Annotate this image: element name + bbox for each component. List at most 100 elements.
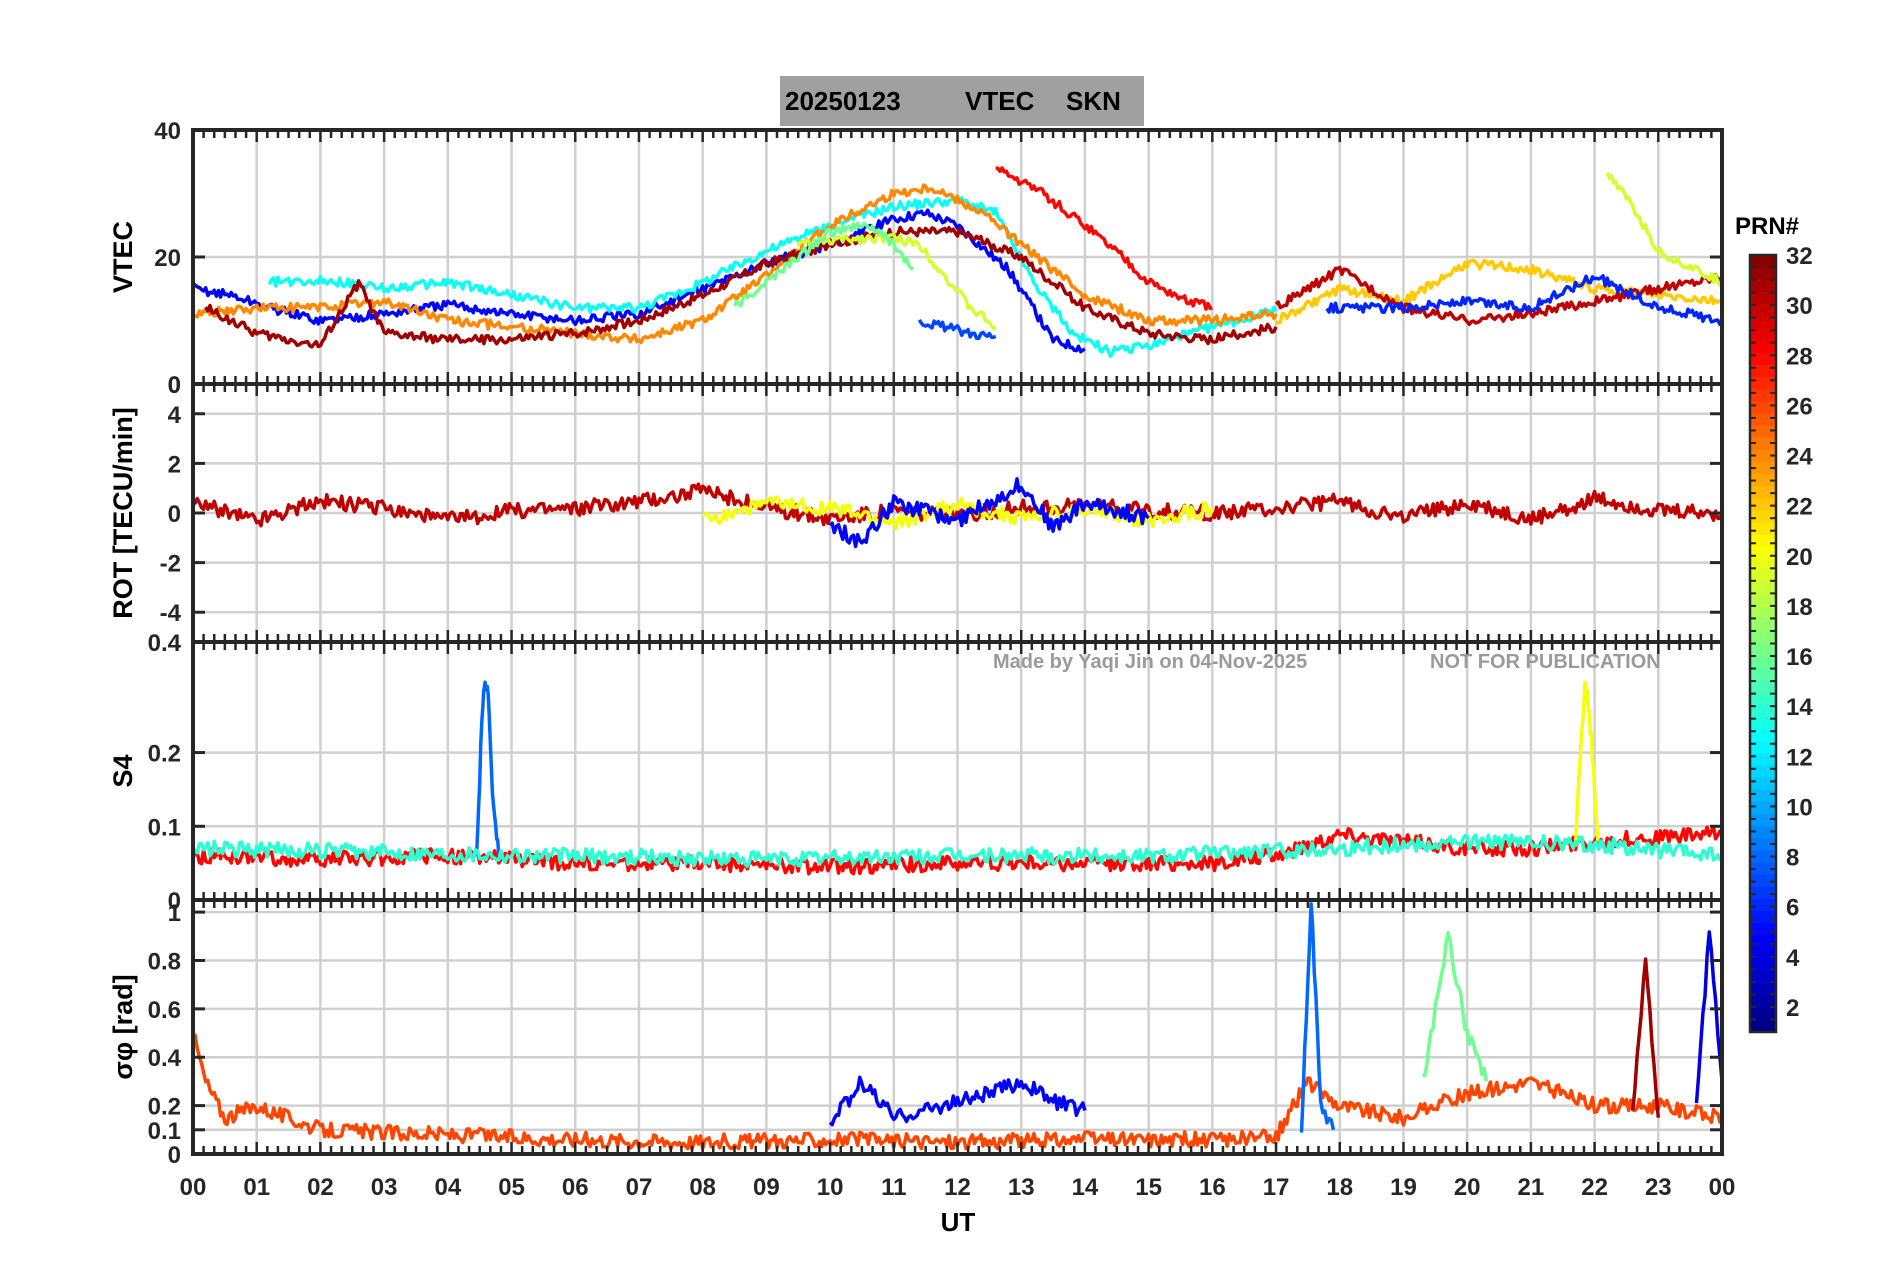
x-tick-label: 03 (371, 1174, 398, 1201)
colorbar-segment (1750, 522, 1776, 535)
colorbar-segment (1750, 764, 1776, 778)
colorbar-segment (1750, 934, 1776, 948)
x-tick-label: 12 (944, 1174, 971, 1201)
colorbar-segment (1750, 279, 1776, 293)
series-line-prn-5 (828, 477, 1150, 549)
colorbar-segment (1750, 473, 1776, 487)
y-tick-label: 0.4 (148, 630, 182, 657)
panel-vtec: 0 20 40 VTEC (108, 118, 1724, 399)
y-tick-label: 0.2 (148, 1094, 181, 1121)
panel-rot: 0.4 -4 -2 0 2 4 0 ROT [TECU/min] (108, 372, 1724, 657)
colorbar-segment (1750, 898, 1776, 912)
colorbar-segment (1750, 352, 1776, 365)
colorbar-tick-label: 6 (1786, 895, 1799, 922)
y-tick-label: 20 (154, 245, 181, 272)
x-tick-label: 06 (562, 1174, 589, 1201)
x-tick-label: 10 (817, 1174, 844, 1201)
x-tick-label: 13 (1008, 1174, 1035, 1201)
series-line-prn-14 (193, 833, 1722, 868)
colorbar-segment (1750, 376, 1776, 390)
colorbar-segment (1750, 558, 1776, 572)
x-tick-labels: 00 01 02 03 04 05 06 07 08 09 10 11 12 13 14 15 16 17 18 19… (180, 1174, 1736, 1201)
series-line-prn-28 (995, 166, 1213, 311)
colorbar-tick-label: 4 (1786, 945, 1800, 972)
colorbar-segment (1750, 631, 1776, 645)
colorbar-tick-label: 18 (1786, 594, 1813, 621)
series-line-prn-8 (474, 680, 501, 857)
x-tick-label: 16 (1199, 1174, 1226, 1201)
colorbar-segment (1750, 643, 1776, 657)
y-tick-label: 0.4 (148, 1045, 182, 1072)
colorbar-segment (1750, 388, 1776, 402)
colorbar-segment (1750, 862, 1776, 875)
colorbar-segment (1750, 910, 1776, 924)
y-tick-label: 0.2 (148, 741, 181, 768)
series-line-prn-31 (204, 225, 1278, 349)
y-tick-label: 0.6 (148, 997, 181, 1024)
colorbar-segment (1750, 267, 1776, 280)
series-group-s4 (193, 680, 1722, 876)
colorbar-segment (1750, 777, 1776, 790)
series-line-prn-19 (796, 232, 997, 331)
series-group-vtec (193, 166, 1722, 358)
y-tick-label: -2 (160, 551, 181, 578)
colorbar-tick-label: 28 (1786, 343, 1813, 370)
colorbar-segment (1750, 740, 1776, 754)
y-tick-label: -4 (160, 600, 182, 627)
x-tick-label: 18 (1326, 1174, 1353, 1201)
colorbar-segment (1750, 424, 1776, 438)
title-box: 20250123 VTEC SKN (780, 76, 1144, 126)
colorbar-segment (1750, 886, 1776, 900)
colorbar-segment (1750, 947, 1776, 960)
y-axis-label-sigma_phi: σφ [rad] (108, 974, 138, 1079)
colorbar-segment (1750, 655, 1776, 669)
x-tick-label: 11 (881, 1174, 906, 1201)
x-tick-label: 22 (1581, 1174, 1608, 1201)
series-line-prn-30 (1274, 265, 1722, 327)
y-axis-label-rot: ROT [TECU/min] (108, 407, 138, 618)
colorbar-segment (1750, 1007, 1776, 1021)
colorbar-segment (1750, 692, 1776, 705)
colorbar-segment (1750, 716, 1776, 730)
series-line-prn-31 (1631, 957, 1661, 1118)
colorbar-segment (1750, 437, 1776, 450)
series-line-prn-20 (1573, 680, 1600, 847)
colorbar-label: PRN# (1735, 213, 1799, 240)
colorbar-segment (1750, 922, 1776, 936)
colorbar-tick-label: 22 (1786, 494, 1813, 521)
colorbar-segment (1750, 449, 1776, 462)
y-tick-label: 0.1 (148, 814, 181, 841)
colorbar-segment (1750, 752, 1776, 766)
colorbar-segment (1750, 303, 1776, 317)
colorbar-segment (1750, 971, 1776, 985)
y-axis-label-s4: S4 (108, 754, 138, 787)
y-tick-label: 40 (154, 118, 181, 145)
x-tick-label: 17 (1263, 1174, 1290, 1201)
series-line-prn-7 (917, 318, 997, 341)
colorbar-segment (1750, 1019, 1776, 1033)
colorbar-segment (1750, 315, 1776, 329)
y-axis-label-vtec: VTEC (108, 221, 138, 293)
colorbar-segment (1750, 594, 1776, 608)
colorbar-segment (1750, 789, 1776, 802)
colorbar-tick-label: 8 (1786, 845, 1799, 872)
x-tick-label: 09 (753, 1174, 780, 1201)
colorbar-tick-label: 16 (1786, 644, 1813, 671)
series-line-prn-16 (1421, 930, 1489, 1082)
colorbar-segment (1750, 582, 1776, 596)
colorbar-segment (1750, 837, 1776, 851)
colorbar-segment (1750, 412, 1776, 426)
x-tick-label: 08 (689, 1174, 716, 1201)
series-line-prn-8 (1299, 902, 1336, 1133)
colorbar-segment (1750, 509, 1776, 523)
colorbar-tick-label: 24 (1786, 444, 1813, 471)
x-tick-label: 07 (626, 1174, 653, 1201)
series-line-prn-24 (193, 183, 1278, 345)
y-tick-label: 1 (168, 900, 181, 927)
series-line-prn-5 (828, 1075, 1087, 1127)
colorbar-tick-label: 12 (1786, 744, 1813, 771)
title-station: SKN (1066, 86, 1121, 116)
colorbar-segment (1750, 485, 1776, 499)
colorbar-tick-label: 14 (1786, 694, 1813, 721)
